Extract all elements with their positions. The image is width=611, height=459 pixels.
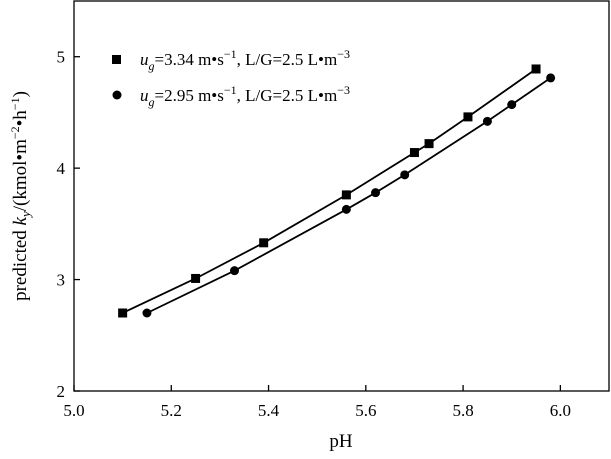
legend-2-sup1: −1 bbox=[224, 83, 237, 97]
series-line-2 bbox=[146, 77, 552, 314]
data-point-square bbox=[118, 308, 128, 318]
y-axis-label-var-sub: y bbox=[18, 211, 33, 219]
y-axis-label-units: /(kmol•m bbox=[10, 139, 31, 211]
data-point-square bbox=[424, 139, 434, 149]
legend-2-sup2: −3 bbox=[337, 83, 350, 97]
x-axis-label: pH bbox=[329, 431, 353, 452]
legend-label-series-2: ug=2.95 m•s−1, L/G=2.5 L•m−3 bbox=[140, 83, 350, 109]
series-layer bbox=[118, 64, 556, 318]
plot-frame bbox=[73, 0, 610, 392]
x-tick-label: 5.4 bbox=[258, 401, 280, 420]
legend-label-series-1: ug=3.34 m•s−1, L/G=2.5 L•m−3 bbox=[140, 47, 350, 73]
legend-marker-circle bbox=[112, 90, 122, 100]
data-point-square bbox=[191, 273, 201, 283]
y-axis-label: predicted ky/(kmol•m−2•h−1) bbox=[8, 91, 33, 301]
y-tick-label: 2 bbox=[57, 382, 66, 401]
y-axis-label-units-mid: •h bbox=[10, 110, 31, 127]
legend-1-text2: , L/G=2.5 L•m bbox=[237, 50, 338, 69]
y-tick-label: 4 bbox=[57, 159, 66, 178]
data-point-square bbox=[463, 112, 473, 122]
legend-1-sup2: −3 bbox=[337, 47, 350, 61]
legend: ug=3.34 m•s−1, L/G=2.5 L•m−3 ug=2.95 m•s… bbox=[112, 47, 350, 109]
data-point-circle bbox=[546, 73, 556, 83]
y-tick-label: 3 bbox=[57, 271, 66, 290]
y-tick-label: 5 bbox=[57, 48, 66, 67]
data-point-circle bbox=[371, 188, 381, 198]
series-line-1 bbox=[122, 68, 537, 314]
x-tick-label: 5.0 bbox=[63, 401, 84, 420]
data-point-circle bbox=[230, 266, 239, 276]
data-point-square bbox=[409, 148, 419, 158]
x-tick-label: 5.8 bbox=[452, 401, 473, 420]
legend-2-sub: g bbox=[149, 95, 155, 109]
x-tick-label: 5.6 bbox=[355, 401, 376, 420]
data-point-circle bbox=[400, 170, 410, 180]
x-tick-label: 6.0 bbox=[550, 401, 571, 420]
y-axis-label-units-end: ) bbox=[10, 91, 31, 97]
legend-1-sub: g bbox=[149, 59, 155, 73]
legend-1-var: u bbox=[140, 50, 149, 69]
legend-1-text1: =3.34 m•s bbox=[155, 50, 224, 69]
legend-2-text1: =2.95 m•s bbox=[155, 86, 224, 105]
y-axis-label-sup1: −2 bbox=[8, 126, 22, 139]
data-point-circle bbox=[507, 100, 517, 110]
y-axis-label-sup2: −1 bbox=[8, 97, 22, 110]
data-point-square bbox=[531, 64, 541, 74]
x-tick-label: 5.2 bbox=[161, 401, 182, 420]
data-point-circle bbox=[341, 204, 351, 214]
legend-marker-square bbox=[112, 55, 121, 64]
legend-2-var: u bbox=[140, 86, 149, 105]
y-axis-label-var: k bbox=[10, 216, 31, 225]
data-point-square bbox=[341, 190, 351, 200]
data-point-square bbox=[259, 238, 269, 248]
legend-2-text2: , L/G=2.5 L•m bbox=[237, 86, 338, 105]
legend-1-sup1: −1 bbox=[224, 47, 237, 61]
y-axis-label-prefix: predicted bbox=[10, 225, 31, 300]
ticks: 5.0 5.2 5.4 5.6 5.8 6.0 2 3 4 5 bbox=[57, 48, 571, 420]
data-point-circle bbox=[142, 308, 152, 318]
data-point-circle bbox=[482, 116, 492, 126]
